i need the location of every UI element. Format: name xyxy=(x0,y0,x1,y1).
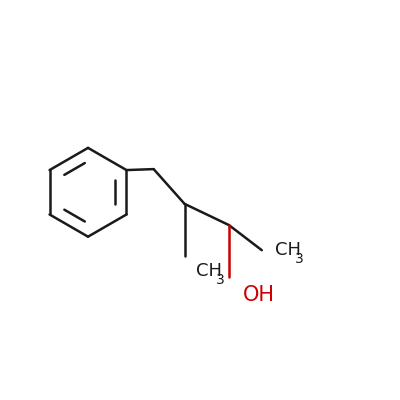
Text: CH: CH xyxy=(275,241,301,259)
Text: OH: OH xyxy=(243,284,275,304)
Text: 3: 3 xyxy=(295,252,304,266)
Text: 3: 3 xyxy=(216,273,225,287)
Text: CH: CH xyxy=(196,262,222,280)
